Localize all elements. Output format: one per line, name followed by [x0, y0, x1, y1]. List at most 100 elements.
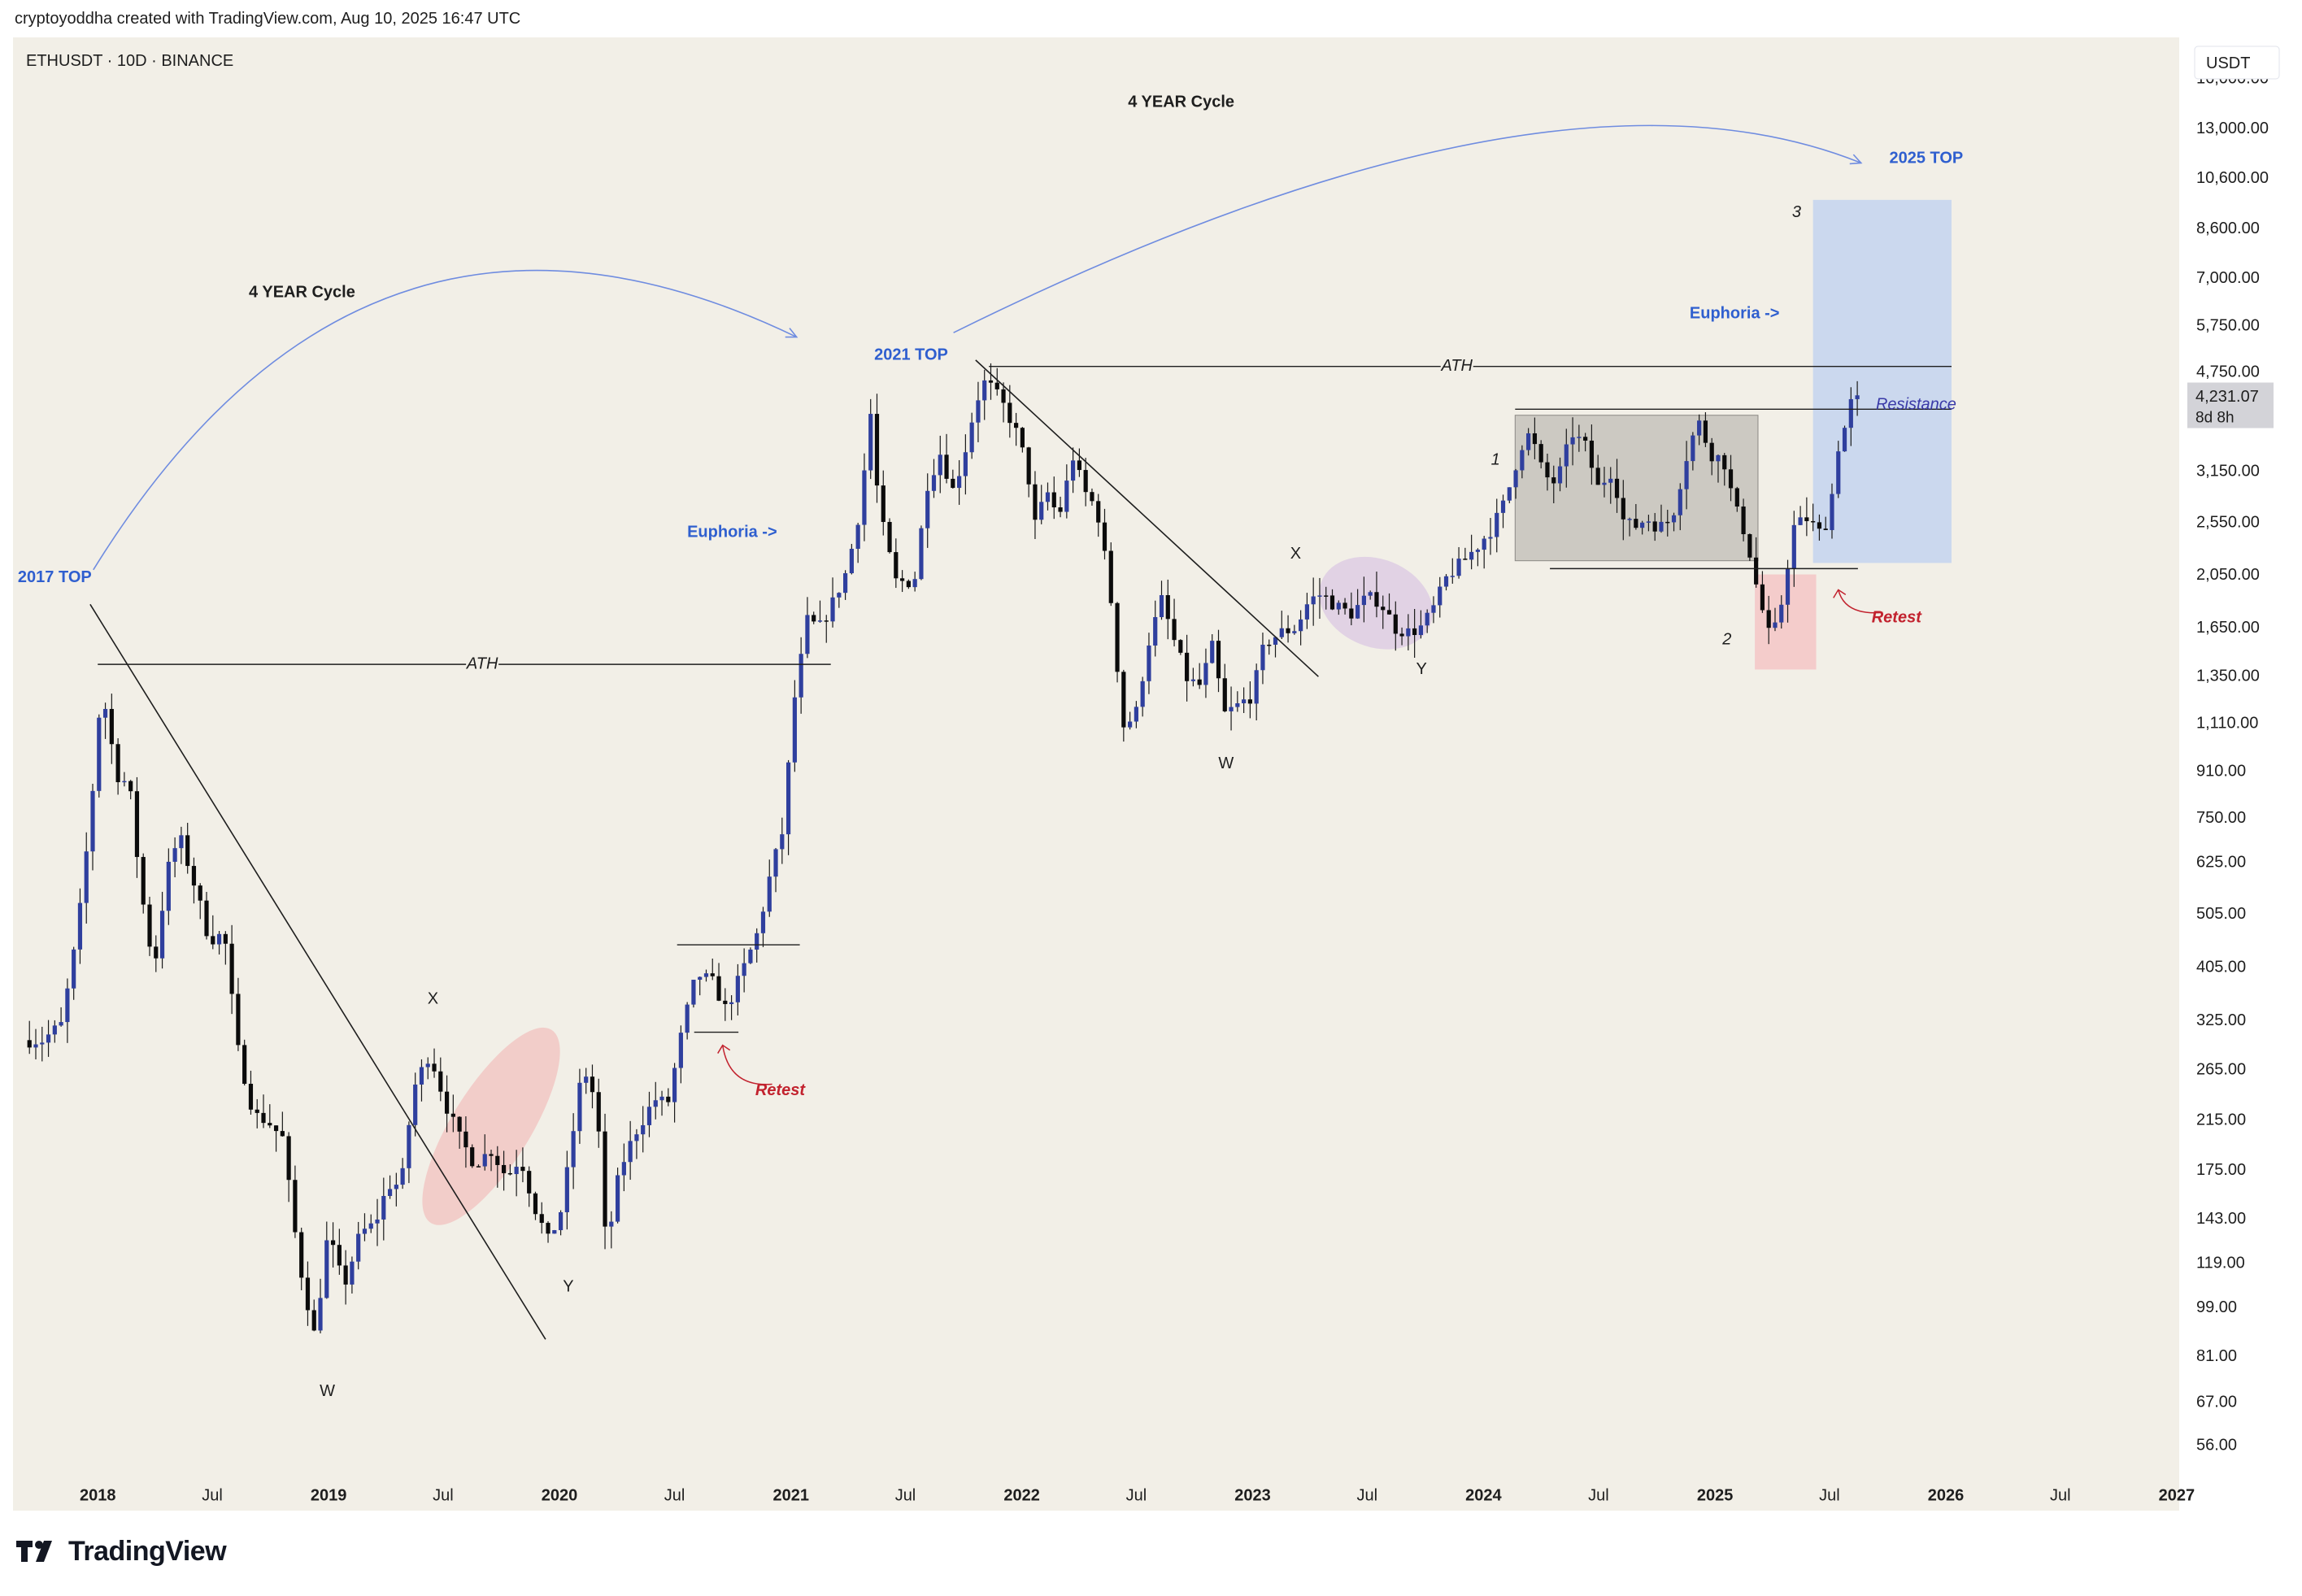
candle — [507, 1164, 512, 1176]
candle-countdown: 8d 8h — [2195, 410, 2235, 427]
candle — [1463, 547, 1468, 560]
candle — [1589, 424, 1595, 485]
candle — [1229, 686, 1234, 731]
candle — [842, 570, 848, 600]
candle — [868, 398, 873, 480]
candle — [407, 1121, 411, 1184]
candle — [1190, 668, 1195, 687]
candle — [1147, 633, 1151, 694]
candle — [887, 518, 892, 554]
y-tick-label: 1,650.00 — [2196, 619, 2260, 637]
retest-arrow-2020 — [721, 1045, 772, 1085]
label-ath-2021: ATH — [1440, 357, 1473, 375]
candle — [268, 1104, 272, 1129]
candle — [216, 930, 222, 955]
candle — [584, 1068, 589, 1094]
candle — [1577, 424, 1582, 452]
candle — [1652, 512, 1657, 541]
candle — [976, 381, 981, 442]
candle — [1077, 448, 1081, 477]
downtrend-2022-line — [975, 359, 1319, 677]
candle — [46, 1020, 51, 1057]
label-ath-2017-bg — [466, 655, 499, 674]
tradingview-logo[interactable]: TradingView — [16, 1535, 227, 1568]
candle — [1773, 607, 1778, 632]
label-wave-2: 2 — [1721, 631, 1731, 649]
candle — [1697, 414, 1702, 446]
candle — [1684, 441, 1689, 510]
candle — [691, 979, 696, 1008]
candle — [147, 896, 152, 956]
candle — [211, 915, 215, 950]
candle — [951, 469, 955, 489]
candle — [672, 1063, 677, 1123]
tradingview-logo-icon — [16, 1541, 52, 1562]
candle — [755, 928, 759, 963]
candle — [470, 1144, 475, 1168]
candle — [1848, 387, 1853, 446]
cycle-arc-2021 — [953, 124, 1862, 333]
candle — [394, 1172, 398, 1207]
candle — [577, 1068, 582, 1144]
y-tick-label: 325.00 — [2196, 1011, 2246, 1029]
candle — [1393, 601, 1398, 651]
currency-selector[interactable] — [2194, 46, 2280, 80]
candle — [1836, 441, 1841, 498]
candle — [1691, 432, 1695, 471]
y-tick-label: 1,350.00 — [2196, 667, 2260, 685]
y-tick-label: 215.00 — [2196, 1111, 2246, 1129]
label-retest-2020: Retest — [755, 1081, 806, 1099]
candle — [1425, 609, 1430, 633]
candle — [621, 1143, 626, 1192]
candle — [1583, 433, 1588, 452]
candle — [931, 459, 937, 498]
x-tick-label: 2024 — [1465, 1486, 1502, 1504]
candle — [286, 1132, 291, 1202]
candle — [122, 772, 127, 787]
candle — [628, 1120, 633, 1181]
price-axis-background — [2179, 37, 2286, 1511]
y-tick-label: 910.00 — [2196, 763, 2246, 781]
candle — [1014, 412, 1019, 446]
candle — [609, 1211, 614, 1249]
last-price-box — [2187, 382, 2274, 428]
candle — [204, 891, 209, 940]
candle — [1235, 691, 1240, 712]
retest-arrow-2020-head — [717, 1044, 731, 1054]
label-wave-1: 1 — [1491, 451, 1500, 469]
y-tick-label: 119.00 — [2196, 1254, 2245, 1272]
candle — [1153, 600, 1158, 657]
candle — [1779, 595, 1784, 629]
candle — [698, 976, 703, 996]
candle — [546, 1221, 550, 1243]
candle — [179, 826, 184, 864]
x-tick-label: Jul — [1126, 1486, 1147, 1504]
candle — [596, 1078, 601, 1148]
x-tick-label: 2023 — [1234, 1486, 1271, 1504]
candle — [906, 579, 911, 589]
candle — [381, 1177, 386, 1241]
candle — [223, 931, 228, 965]
x-tick-label: Jul — [1588, 1486, 1609, 1504]
candle — [1488, 518, 1493, 555]
x-tick-label: 2021 — [772, 1486, 809, 1504]
candle — [1570, 417, 1575, 466]
candle — [1260, 633, 1265, 685]
x-tick-label: 2026 — [1928, 1486, 1965, 1504]
candle — [501, 1150, 507, 1191]
candle — [944, 433, 949, 484]
candle — [646, 1091, 652, 1137]
candle — [837, 592, 842, 608]
candle — [969, 412, 974, 459]
candle — [185, 823, 190, 874]
candle — [242, 1039, 247, 1086]
candle — [1286, 615, 1290, 643]
candle — [1406, 614, 1411, 650]
candle — [862, 453, 867, 541]
label-2025-top: 2025 TOP — [1889, 150, 1963, 167]
candle — [1071, 447, 1076, 494]
candle — [767, 859, 772, 917]
candle — [476, 1164, 481, 1168]
candle — [1001, 382, 1006, 423]
